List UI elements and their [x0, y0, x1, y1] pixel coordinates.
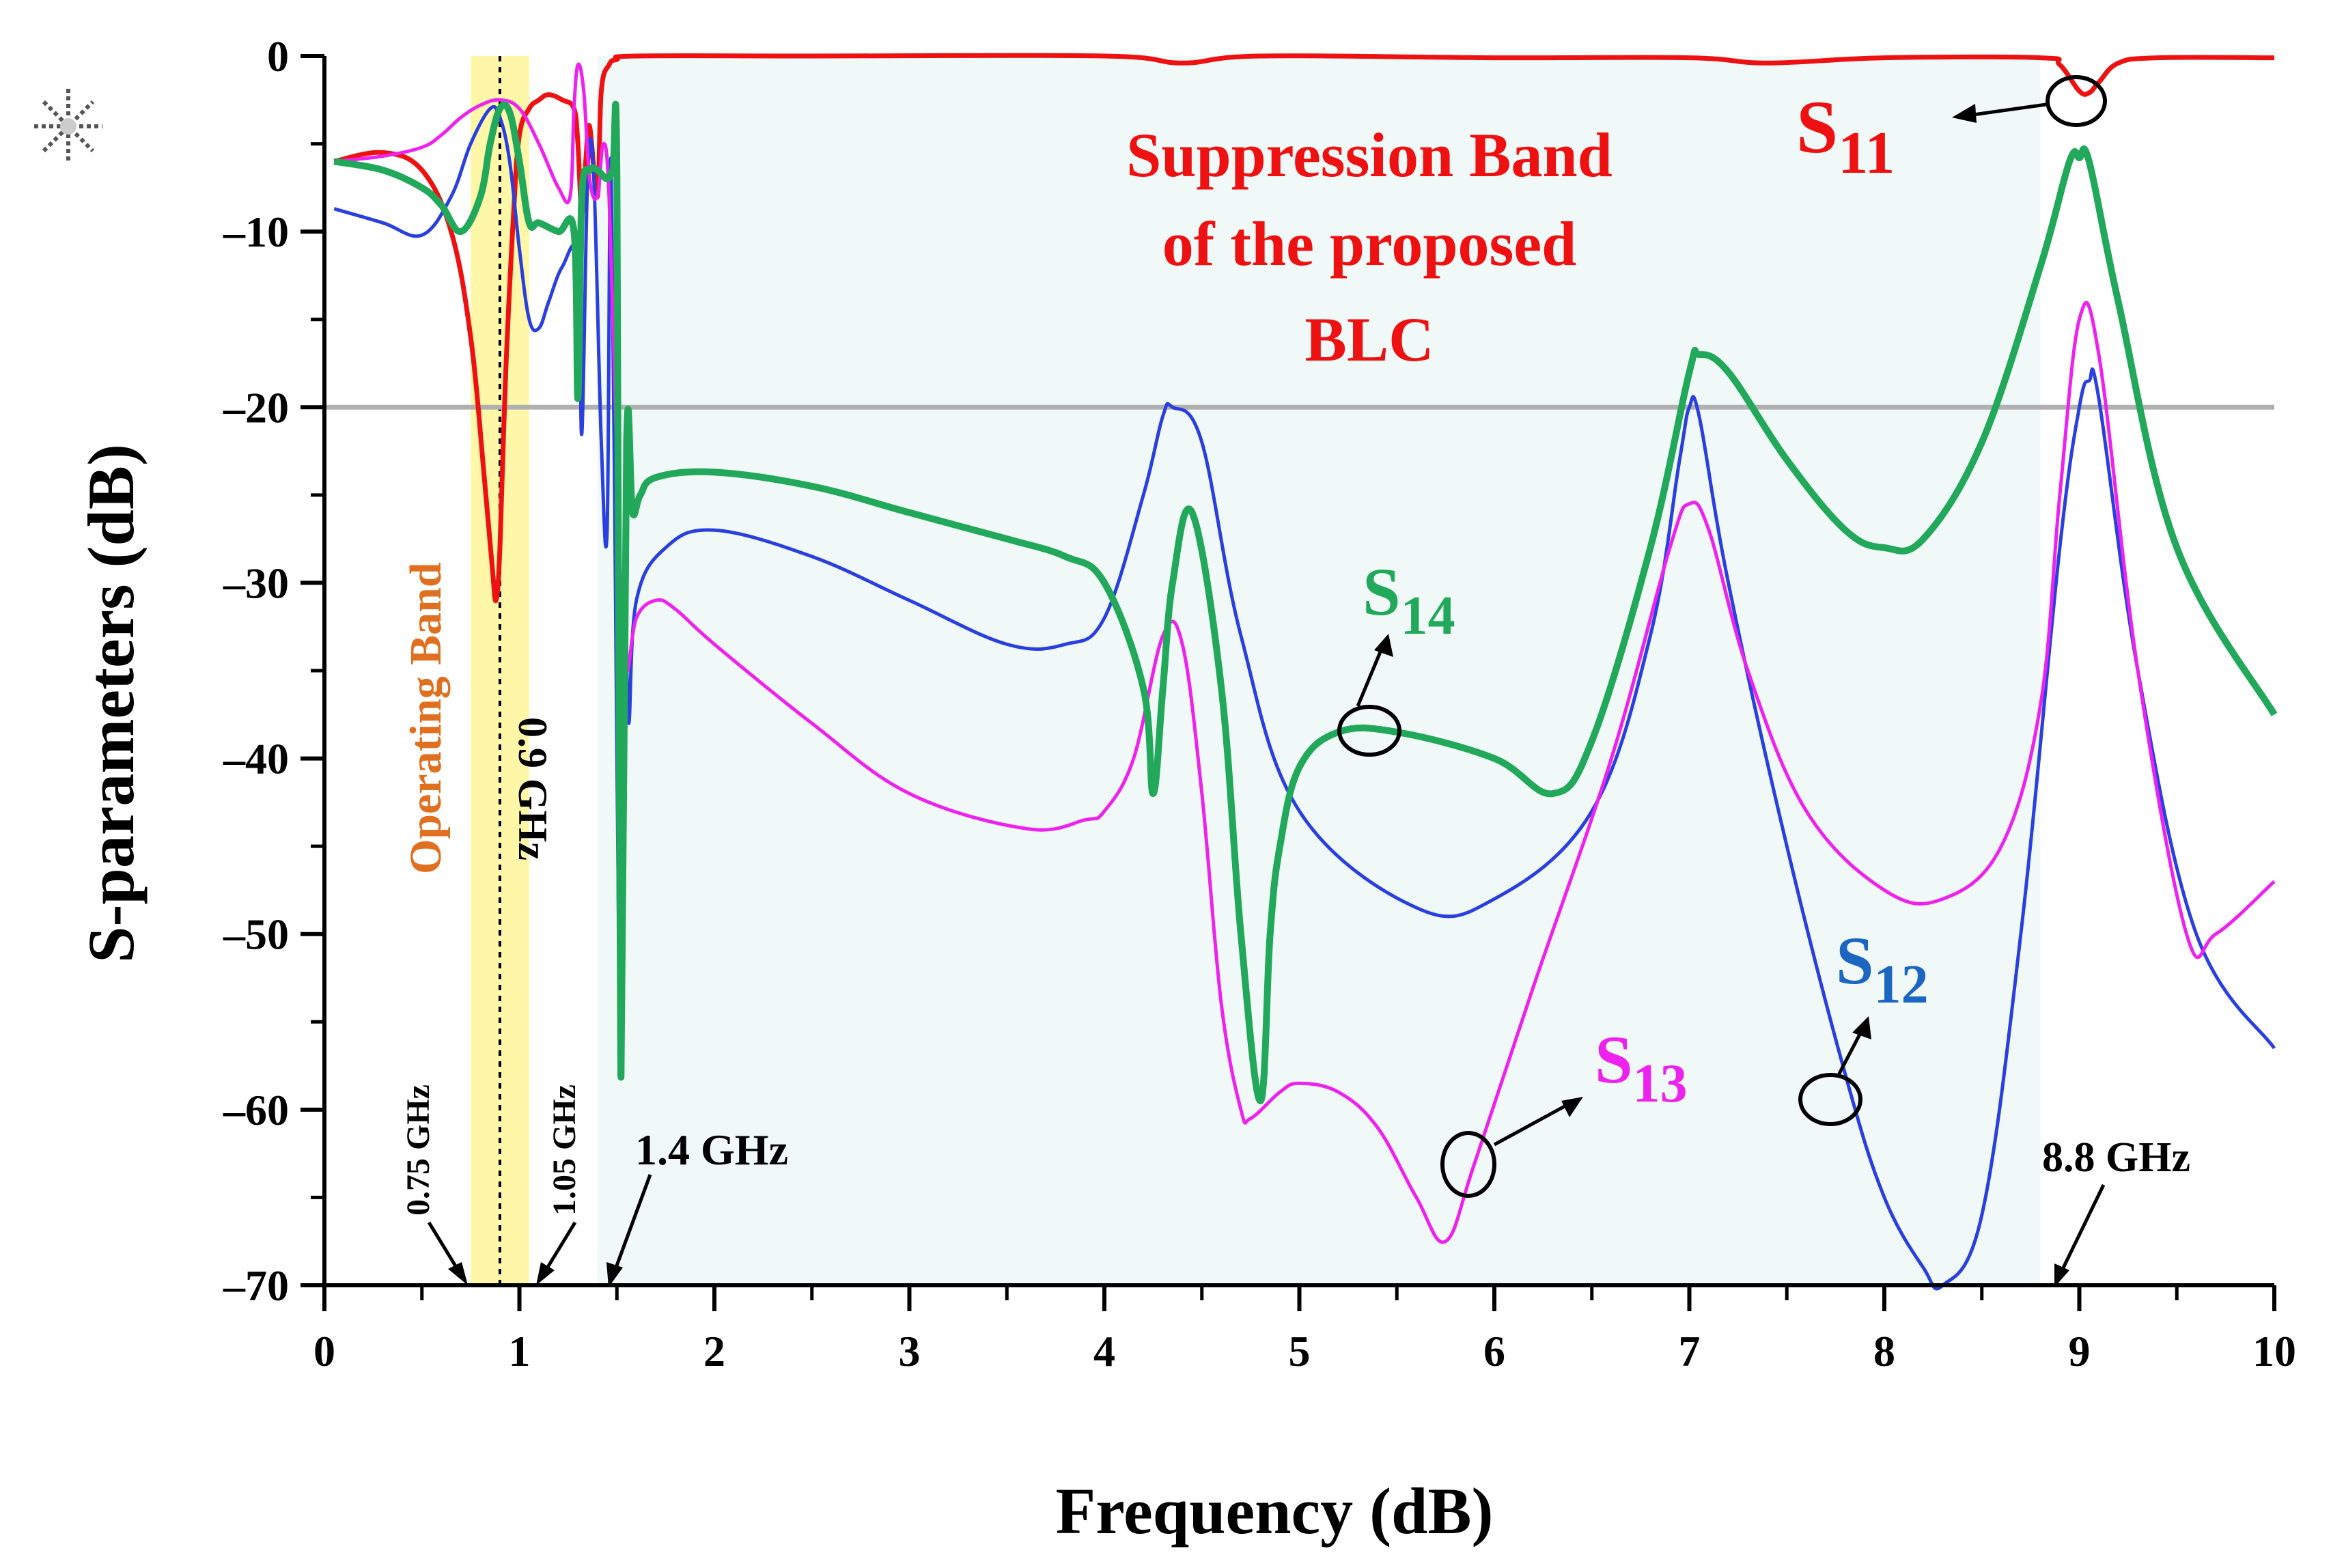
suppression-band-region: [597, 56, 2041, 1285]
marker-label-8-8ghz: 8.8 GHz: [2042, 1134, 2190, 1181]
x-tick-label: 0: [313, 1327, 335, 1375]
y-tick-label: –20: [223, 383, 289, 432]
y-tick-label: –60: [223, 1086, 289, 1134]
s12-label: S12: [1836, 923, 1929, 1015]
y-tick-label: –40: [223, 735, 289, 783]
x-tick-label: 4: [1093, 1327, 1115, 1375]
y-axis-title: S-parameters (dB): [74, 444, 148, 963]
series-s13-line: [334, 62, 2276, 1244]
x-tick-label: 5: [1289, 1327, 1311, 1375]
marker-arrows: [427, 1174, 2106, 1287]
sparkle-icon: [34, 89, 102, 164]
y-ticks: 0 –10 –20 –30 –40 –50 –60 –70: [223, 32, 324, 1310]
s13-callout: [1440, 1097, 1583, 1198]
s11-callout: [1952, 75, 2107, 127]
series-layer: [333, 53, 2278, 1291]
x-tick-label: 10: [2252, 1327, 2296, 1375]
x-ticks: 0 1 2 3 4 5 6 7 8 9 10: [313, 1285, 2296, 1375]
s12-callout: [1798, 1016, 1871, 1126]
y-tick-label: –70: [223, 1261, 289, 1310]
x-tick-label: 1: [509, 1327, 531, 1375]
y-tick-label: –50: [223, 910, 289, 959]
operating-band-label: Operating Band: [401, 562, 451, 874]
suppression-label-line-2: of the proposed: [1162, 209, 1577, 279]
x-tick-label: 8: [1873, 1327, 1895, 1375]
series-s12-line: [333, 104, 2276, 1291]
y-tick-label: –30: [223, 559, 289, 607]
x-tick-label: 6: [1483, 1327, 1505, 1375]
x-tick-label: 9: [2069, 1327, 2091, 1375]
suppression-label-line-3: BLC: [1304, 305, 1434, 374]
x-tick-label: 7: [1679, 1327, 1701, 1375]
series-s11-line: [333, 53, 2275, 604]
s13-label: S13: [1595, 1022, 1688, 1114]
center-frequency-label: 0.9 GHz: [510, 717, 555, 860]
marker-label-1-4ghz: 1.4 GHz: [635, 1125, 788, 1174]
y-tick-label: –10: [223, 208, 289, 256]
s11-label: S11: [1796, 85, 1895, 186]
x-tick-label: 3: [899, 1327, 921, 1375]
marker-label-0-75ghz: 0.75 GHz: [400, 1084, 436, 1216]
s14-label: S14: [1363, 554, 1455, 646]
x-axis-title: Frequency (dB): [1056, 1474, 1494, 1548]
s14-callout: [1337, 634, 1401, 757]
suppression-label-line-1: Suppression Band: [1126, 120, 1613, 190]
y-tick-label: 0: [267, 32, 289, 81]
marker-label-1-05ghz: 1.05 GHz: [546, 1084, 583, 1216]
series-s14-line: [333, 100, 2278, 1104]
x-tick-label: 2: [703, 1327, 725, 1375]
axes: 0 1 2 3 4 5 6 7 8 9 10 0 –10 –20 –30 –40 –50 –60 –70: [223, 32, 2296, 1375]
